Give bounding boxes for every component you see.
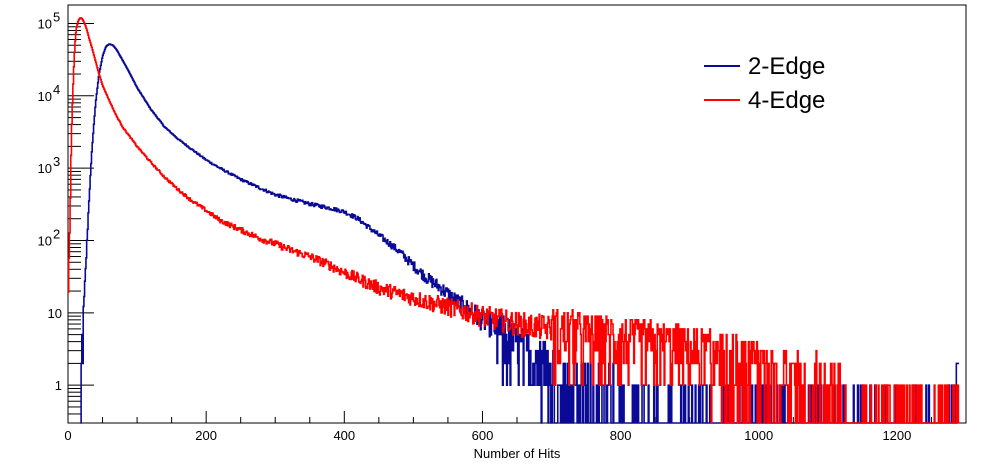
series-line-2-edge <box>80 43 960 424</box>
x-tick-label: 800 <box>610 428 632 443</box>
y-tick-label-exponent: 2 <box>53 226 60 241</box>
x-tick-label: 0 <box>64 428 71 443</box>
series-line-4-edge <box>67 17 960 424</box>
legend-label-4-edge: 4-Edge <box>748 87 825 114</box>
y-tick-label: 10 <box>38 89 52 104</box>
y-tick-label: 10 <box>38 16 52 31</box>
x-tick-label: 1200 <box>882 428 911 443</box>
y-tick-label: 10 <box>48 306 62 321</box>
y-tick-label: 10 <box>38 233 52 248</box>
x-tick-label: 200 <box>195 428 217 443</box>
y-tick-label-exponent: 4 <box>53 82 60 97</box>
x-axis-title: Number of Hits <box>474 446 561 461</box>
y-tick-label-exponent: 3 <box>53 154 60 169</box>
y-tick-label: 1 <box>55 378 62 393</box>
x-tick-label: 1000 <box>744 428 773 443</box>
x-tick-label: 600 <box>472 428 494 443</box>
x-tick-label: 400 <box>333 428 355 443</box>
series-layer <box>67 17 960 424</box>
x-axis-tick-labels: 0 200 400 600 800 1000 1200 <box>64 428 911 443</box>
y-tick-label-exponent: 5 <box>53 9 60 24</box>
legend: 2-Edge 4-Edge <box>704 53 825 114</box>
y-tick-label: 10 <box>38 161 52 176</box>
legend-label-2-edge: 2-Edge <box>748 53 825 80</box>
